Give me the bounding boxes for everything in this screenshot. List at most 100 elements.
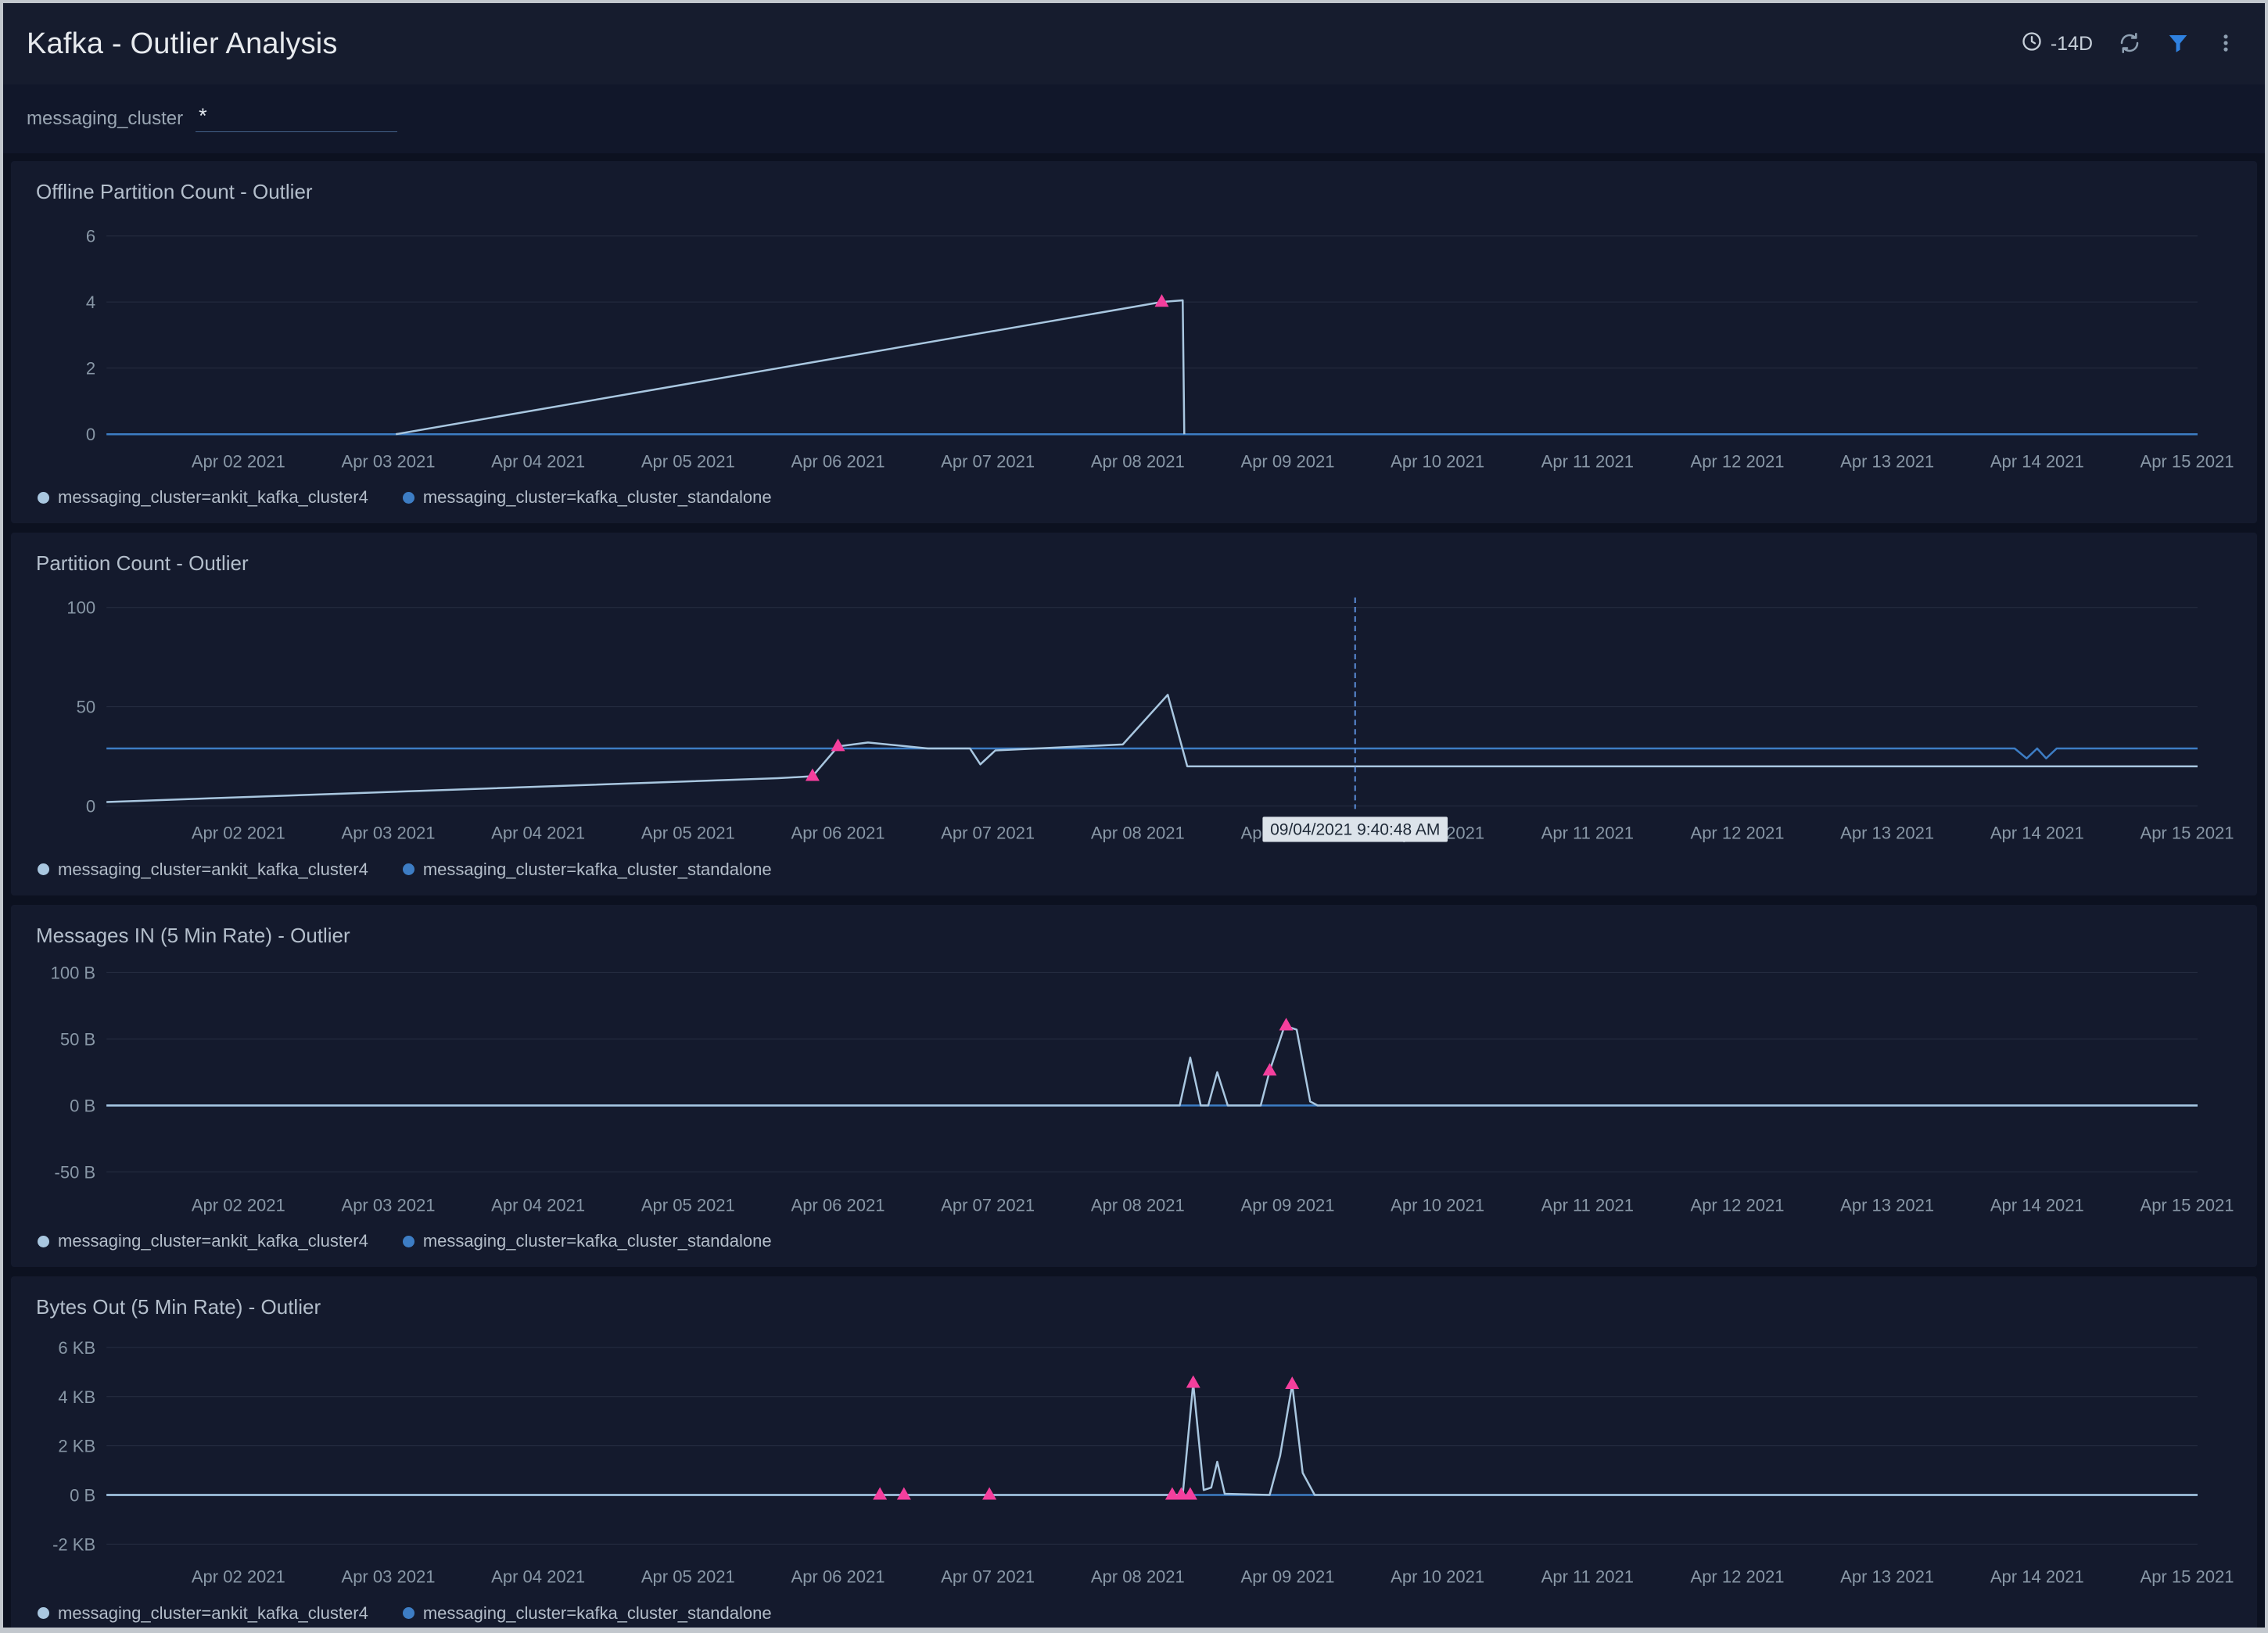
- legend-dot-icon: [402, 491, 414, 504]
- legend-dot-icon: [38, 491, 49, 504]
- chart-bytes-out[interactable]: -2 KB 0 B 2 KB 4 KB 6 KB Apr 02 2021 Apr 03 20…: [28, 1332, 2237, 1593]
- legend-label: messaging_cluster=kafka_cluster_standalo…: [422, 1602, 772, 1623]
- legend-item-ankit-kafka-cluster4[interactable]: messaging_cluster=ankit_kafka_cluster4: [38, 1603, 368, 1624]
- panel-title: Offline Partition Count - Outlier: [36, 180, 313, 203]
- panel-offline-partition-count: Offline Partition Count - Outlier 0 2 4 6 Ap…: [11, 161, 2257, 524]
- x-tick-label: Apr 04 2021: [491, 824, 585, 843]
- chart-offline-partition-count[interactable]: 0 2 4 6 Apr 02 2021 Apr 03 2021 Apr 04 2021 Apr…: [28, 217, 2237, 478]
- series-line: [106, 748, 2198, 760]
- x-tick-label: Apr 10 2021: [1391, 1195, 1484, 1215]
- y-tick-label: 6 KB: [58, 1338, 95, 1358]
- outlier-marker[interactable]: [873, 1487, 888, 1500]
- x-tick-label: Apr 06 2021: [791, 451, 885, 471]
- x-tick-label: Apr 08 2021: [1091, 824, 1185, 843]
- outlier-marker[interactable]: [1262, 1063, 1277, 1076]
- outlier-marker[interactable]: [831, 738, 845, 752]
- chart-messages-in[interactable]: -50 B 0 B 50 B 100 B Apr 02 2021 Apr 03 2021 A…: [28, 960, 2237, 1222]
- x-tick-label: Apr 08 2021: [1091, 451, 1185, 471]
- y-tick-label: 6: [86, 227, 95, 246]
- legend-item-ankit-kafka-cluster4[interactable]: messaging_cluster=ankit_kafka_cluster4: [38, 487, 368, 508]
- chart-svg: 0 50 100 Apr 02 2021 Apr 03 2021 Apr 04 2021 A…: [66, 598, 2234, 843]
- refresh-button[interactable]: [2118, 31, 2141, 57]
- x-tick-label: Apr 13 2021: [1840, 824, 1934, 843]
- series-line: [106, 1025, 2198, 1107]
- x-tick-label: Apr 05 2021: [641, 1195, 735, 1215]
- x-tick-label: Apr 15 2021: [2141, 824, 2234, 843]
- panel-title: Messages IN (5 Min Rate) - Outlier: [36, 923, 350, 947]
- y-tick-label: 50: [77, 698, 95, 717]
- outlier-marker[interactable]: [1182, 1487, 1197, 1500]
- x-tick-label: Apr 04 2021: [491, 1567, 585, 1587]
- x-tick-label: Apr 02 2021: [192, 451, 285, 471]
- y-tick-label: 0 B: [70, 1486, 95, 1506]
- x-tick-label: Apr 14 2021: [1990, 1567, 2084, 1587]
- time-range-button[interactable]: -14D: [2021, 31, 2093, 58]
- outlier-marker[interactable]: [1285, 1376, 1300, 1390]
- filter-icon: [2166, 31, 2190, 57]
- y-tick-label: 0: [86, 425, 95, 444]
- x-tick-label: Apr 12 2021: [1691, 1195, 1785, 1215]
- outlier-marker[interactable]: [1174, 1487, 1189, 1500]
- x-tick-label: Apr 02 2021: [192, 1195, 285, 1215]
- legend-item-kafka-cluster-standalone[interactable]: messaging_cluster=kafka_cluster_standalo…: [402, 487, 772, 508]
- y-tick-label: 100: [66, 598, 95, 618]
- x-tick-label: Apr 03 2021: [342, 451, 436, 471]
- x-tick-label: Apr 06 2021: [791, 1567, 885, 1587]
- x-tick-label: Apr 14 2021: [1990, 1195, 2084, 1215]
- dashboard-frame: Kafka - Outlier Analysis -14D: [3, 3, 2265, 1628]
- x-tick-label: Apr 13 2021: [1840, 1567, 1934, 1587]
- outlier-marker[interactable]: [982, 1487, 997, 1500]
- y-tick-label: 2: [86, 359, 95, 379]
- outlier-marker[interactable]: [1154, 294, 1169, 307]
- x-tick-label: Apr 13 2021: [1840, 451, 1934, 471]
- y-tick-label: 4 KB: [58, 1387, 95, 1407]
- x-tick-label: Apr 12 2021: [1691, 1567, 1785, 1587]
- dashboard-header: Kafka - Outlier Analysis -14D: [3, 3, 2265, 84]
- x-tick-label: Apr 14 2021: [1990, 451, 2084, 471]
- crosshair-tooltip-text: 09/04/2021 9:40:48 AM: [1270, 821, 1440, 839]
- panels-container: Offline Partition Count - Outlier 0 2 4 6 Ap…: [3, 153, 2265, 1628]
- x-tick-label: Apr 09 2021: [1241, 1195, 1335, 1215]
- legend-item-ankit-kafka-cluster4[interactable]: messaging_cluster=ankit_kafka_cluster4: [38, 1231, 368, 1251]
- chart-svg: 0 2 4 6 Apr 02 2021 Apr 03 2021 Apr 04 2021 Apr…: [86, 227, 2234, 472]
- y-tick-label: 100 B: [51, 963, 96, 982]
- x-tick-label: Apr 09 2021: [1241, 1567, 1335, 1587]
- legend-item-ankit-kafka-cluster4[interactable]: messaging_cluster=ankit_kafka_cluster4: [38, 860, 368, 880]
- y-tick-label: -50 B: [55, 1162, 96, 1182]
- x-tick-label: Apr 07 2021: [941, 1567, 1035, 1587]
- outlier-marker[interactable]: [1279, 1017, 1294, 1031]
- legend-item-kafka-cluster-standalone[interactable]: messaging_cluster=kafka_cluster_standalo…: [402, 1231, 772, 1251]
- x-tick-label: Apr 08 2021: [1091, 1567, 1185, 1587]
- x-tick-label: Apr 09 2021: [1241, 451, 1335, 471]
- header-controls: -14D: [2021, 31, 2237, 58]
- outlier-marker[interactable]: [1165, 1487, 1179, 1500]
- time-range-label: -14D: [2050, 32, 2093, 55]
- legend-dot-icon: [402, 863, 414, 876]
- x-tick-label: Apr 11 2021: [1541, 451, 1634, 471]
- kebab-menu-button[interactable]: [2215, 31, 2237, 57]
- x-tick-label: Apr 15 2021: [2141, 1567, 2234, 1587]
- x-tick-label: Apr 03 2021: [342, 1195, 436, 1215]
- y-tick-label: 4: [86, 293, 95, 312]
- y-tick-label: 2 KB: [58, 1437, 95, 1456]
- series-line: [106, 1382, 2198, 1497]
- x-tick-label: Apr 08 2021: [1091, 1195, 1185, 1215]
- x-tick-label: Apr 02 2021: [192, 1567, 285, 1587]
- filter-value-input[interactable]: *: [196, 106, 398, 132]
- legend-item-kafka-cluster-standalone[interactable]: messaging_cluster=kafka_cluster_standalo…: [402, 860, 772, 880]
- panel-bytes-out: Bytes Out (5 Min Rate) - Outlier -2 KB 0 …: [11, 1276, 2257, 1628]
- outlier-marker[interactable]: [805, 768, 820, 781]
- x-tick-label: Apr 02 2021: [192, 824, 285, 843]
- outlier-marker[interactable]: [896, 1487, 911, 1500]
- legend-dot-icon: [38, 863, 49, 876]
- panel-messages-in: Messages IN (5 Min Rate) - Outlier -50 B…: [11, 904, 2257, 1268]
- filter-button[interactable]: [2166, 31, 2190, 57]
- x-tick-label: Apr 04 2021: [491, 451, 585, 471]
- x-tick-label: Apr 06 2021: [791, 824, 885, 843]
- outlier-marker[interactable]: [1186, 1375, 1200, 1388]
- chart-legend: messaging_cluster=ankit_kafka_cluster4 m…: [28, 478, 2237, 519]
- chart-partition-count[interactable]: 0 50 100 Apr 02 2021 Apr 03 2021 Apr 04 2021 A…: [28, 588, 2237, 849]
- refresh-icon: [2118, 31, 2141, 57]
- clock-icon: [2021, 31, 2043, 58]
- legend-item-kafka-cluster-standalone[interactable]: messaging_cluster=kafka_cluster_standalo…: [402, 1602, 772, 1624]
